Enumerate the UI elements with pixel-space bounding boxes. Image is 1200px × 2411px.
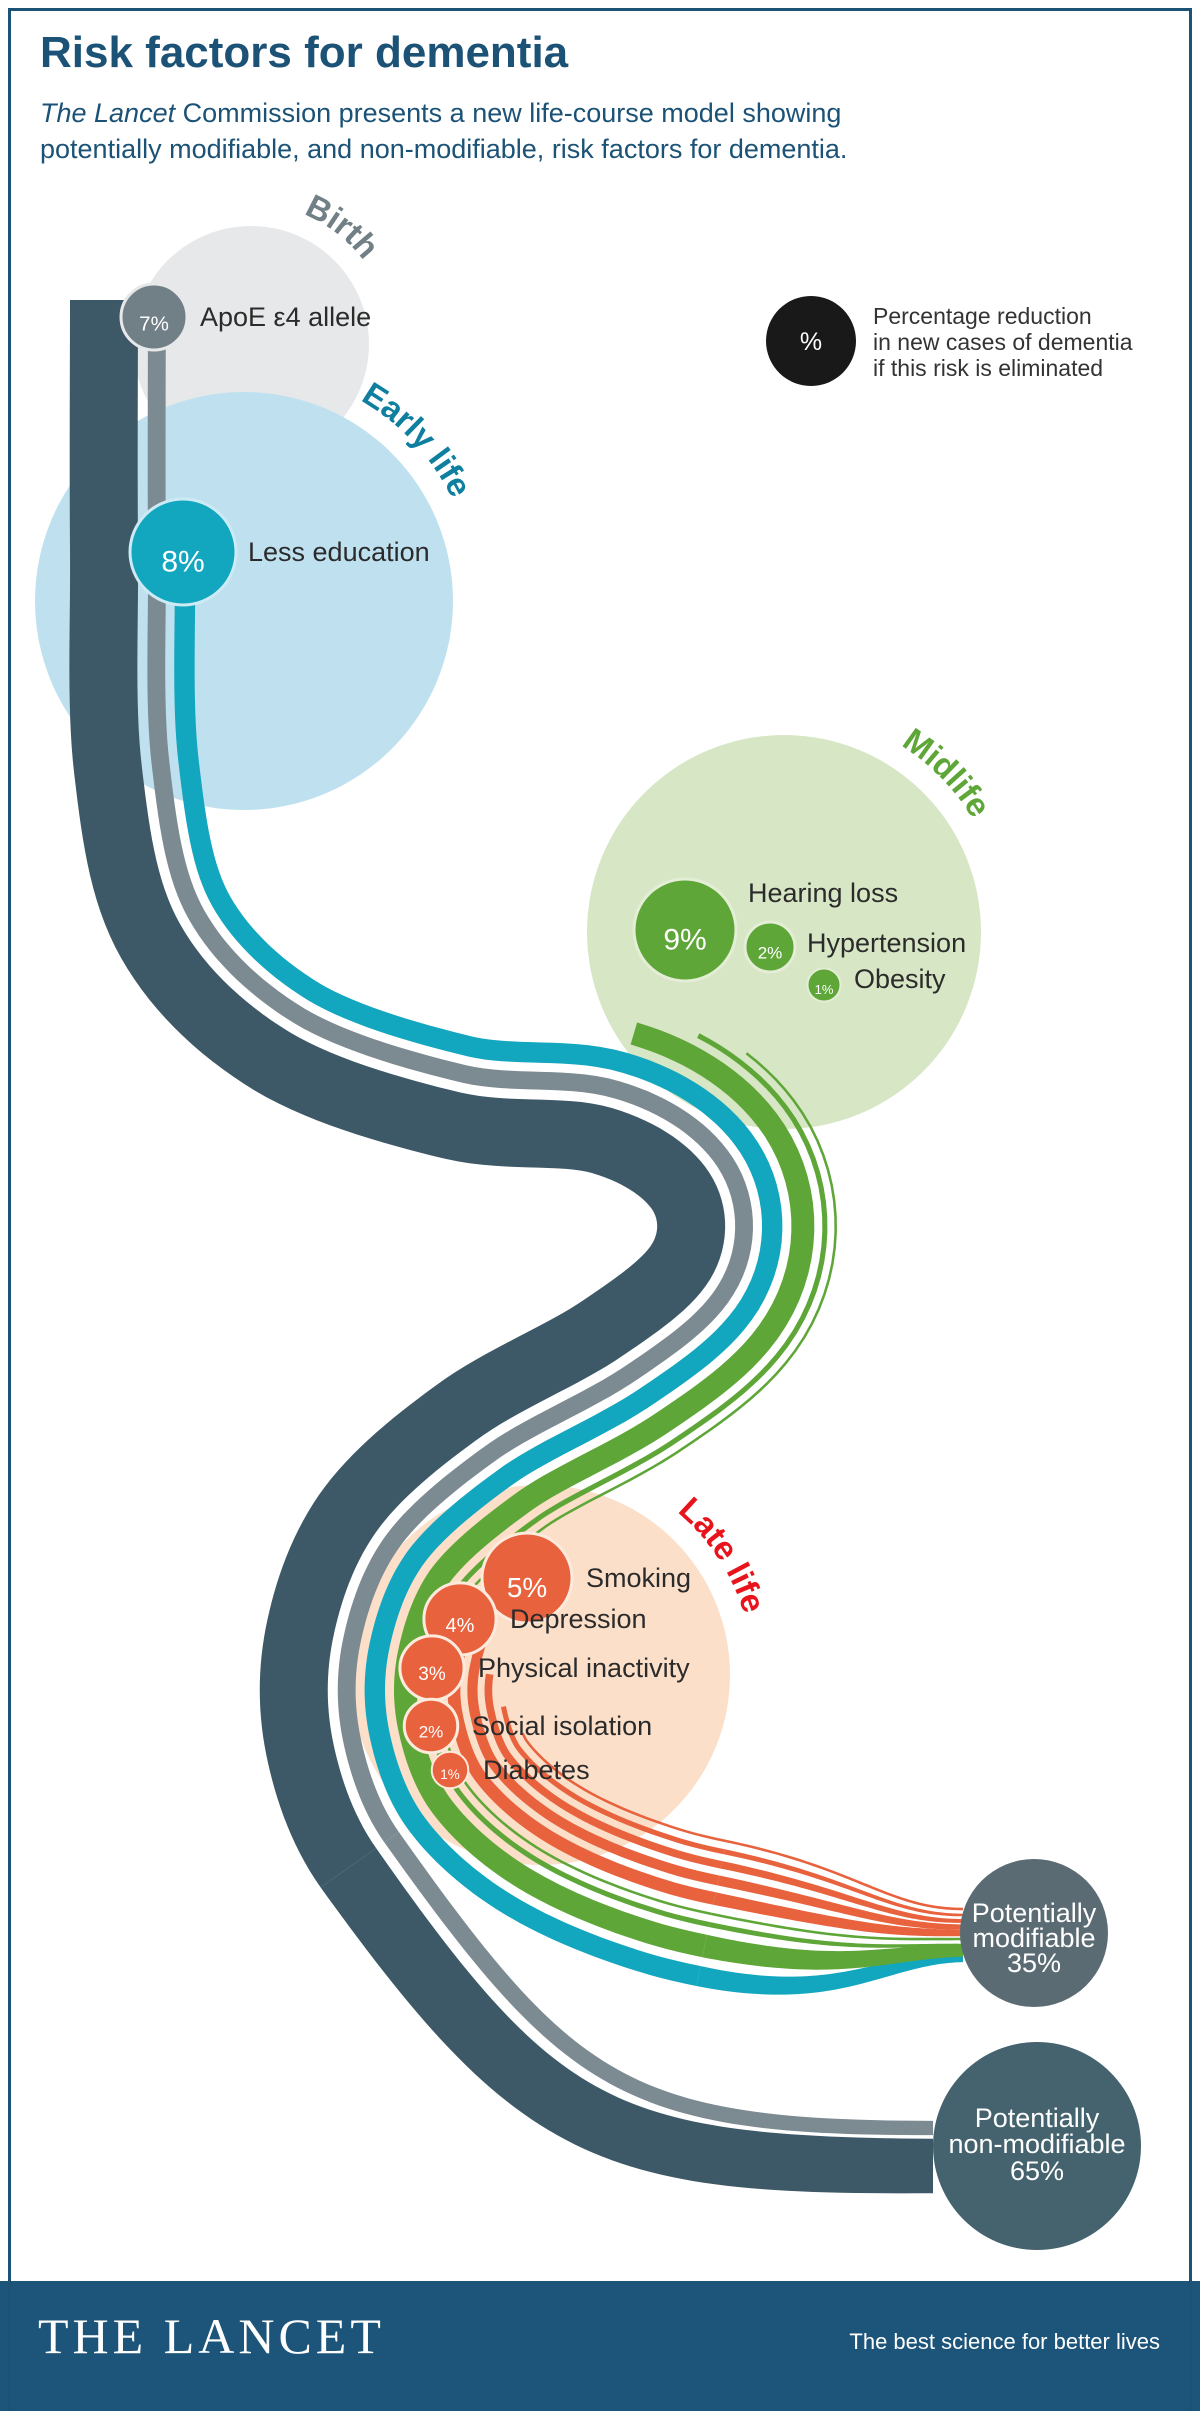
svg-text:non-modifiable: non-modifiable: [948, 2129, 1125, 2159]
svg-text:65%: 65%: [1010, 2156, 1064, 2186]
